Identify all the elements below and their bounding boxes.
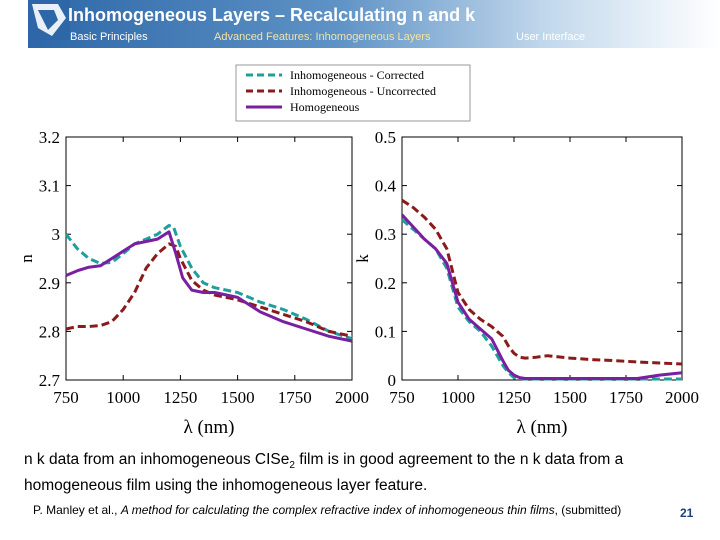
x-tick-label-0-2: 1250 [163, 388, 197, 407]
y-tick-label-1-3: 0.3 [375, 225, 396, 244]
y-tick-label-1-5: 0.5 [375, 128, 396, 147]
summary-text-a: n k data from an inhomogeneous CISe [24, 451, 290, 468]
legend-label-1: Inhomogeneous - Uncorrected [290, 84, 436, 98]
y-axis-label-0: n [17, 254, 36, 263]
x-tick-label-1-0: 750 [389, 388, 415, 407]
logo-icon [28, 0, 70, 40]
x-tick-label-0-1: 1000 [106, 388, 140, 407]
citation-authors: P. Manley et al., [33, 503, 121, 517]
x-tick-label-1-4: 1750 [609, 388, 643, 407]
page-title: Inhomogeneous Layers – Recalculating n a… [68, 5, 476, 25]
x-tick-label-1-2: 1250 [497, 388, 531, 407]
slide-header: Inhomogeneous Layers – Recalculating n a… [0, 0, 720, 48]
summary-subscript: 2 [289, 460, 295, 472]
series-line-0-2 [65, 230, 353, 343]
y-tick-label-1-2: 0.2 [375, 274, 396, 293]
header-band [28, 0, 720, 48]
x-tick-label-0-0: 750 [53, 388, 79, 407]
series-line-1-2 [400, 213, 683, 380]
x-tick-label-0-4: 1750 [278, 388, 312, 407]
y-tick-label-1-1: 0.1 [375, 322, 396, 341]
x-tick-label-1-5: 2000 [665, 388, 699, 407]
nav-basic-principles[interactable]: Basic Principles [70, 31, 148, 43]
citation-title: A method for calculating the complex ref… [120, 503, 555, 517]
nav-user-interface[interactable]: User Interface [516, 31, 586, 43]
y-tick-label-1-4: 0.4 [375, 177, 397, 196]
legend-label-2: Homogeneous [290, 100, 360, 114]
y-tick-label-0-1: 2.8 [39, 322, 60, 341]
y-tick-label-1-0: 0 [388, 371, 397, 390]
series-line-1-1 [401, 198, 683, 366]
summary-text: n k data from an inhomogeneous CISe2 fil… [24, 450, 684, 496]
x-tick-label-1-1: 1000 [441, 388, 475, 407]
series-line-0-1 [65, 242, 353, 338]
x-tick-label-0-3: 1500 [221, 388, 255, 407]
charts-area: Inhomogeneous - Corrected Inhomogeneous -… [17, 64, 699, 438]
legend-label-0: Inhomogeneous - Corrected [290, 68, 424, 82]
x-axis-label-1: λ (nm) [517, 417, 568, 438]
y-tick-label-0-5: 3.2 [39, 128, 60, 147]
plot-frame-0 [65, 136, 353, 381]
y-tick-label-0-3: 3 [52, 225, 61, 244]
summary-text-b: film is in good agreement to the n k dat… [24, 451, 624, 495]
y-tick-label-0-2: 2.9 [39, 274, 60, 293]
citation: P. Manley et al., A method for calculati… [33, 502, 653, 518]
nav-advanced-features[interactable]: Advanced Features: Inhomogeneous Layers [214, 31, 431, 43]
x-tick-label-0-5: 2000 [335, 388, 369, 407]
x-tick-label-1-3: 1500 [553, 388, 587, 407]
y-tick-label-0-4: 3.1 [39, 177, 60, 196]
citation-suffix: , (submitted) [554, 503, 622, 517]
page-number: 21 [680, 506, 694, 520]
y-axis-label-1: k [353, 254, 372, 263]
y-tick-label-0-0: 2.7 [39, 371, 61, 390]
x-axis-label-0: λ (nm) [184, 417, 235, 438]
